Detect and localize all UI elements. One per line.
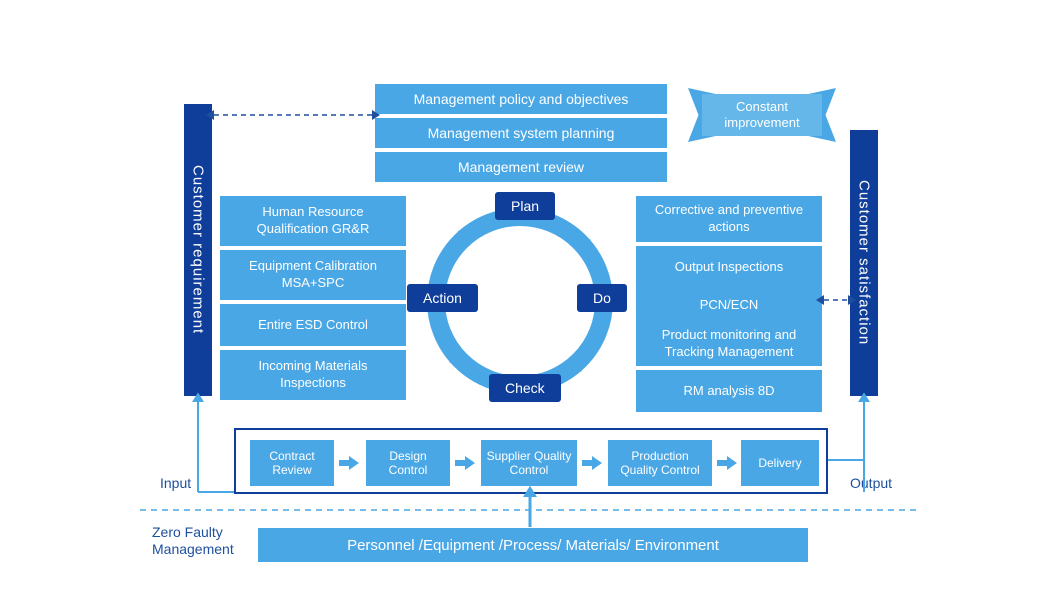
right-col-box-2: PCN/ECN: [636, 284, 822, 326]
process-step-3: Production Quality Control: [608, 440, 712, 486]
process-step-2: Supplier Quality Control: [481, 440, 577, 486]
label-output: Output: [850, 475, 892, 491]
pdca-check: Check: [489, 374, 561, 402]
pillar-left-label: Customer requirement: [190, 165, 207, 334]
left-col-box-2: Entire ESD Control: [220, 304, 406, 346]
left-col-box-3: Incoming Materials Inspections: [220, 350, 406, 400]
ribbon-line1: Constant: [736, 99, 788, 114]
management-box-1: Management system planning: [375, 118, 667, 148]
ribbon-line2: improvement: [724, 115, 799, 130]
label-input: Input: [160, 475, 191, 491]
right-col-box-1: Output Inspections: [636, 246, 822, 288]
management-box-0: Management policy and objectives: [375, 84, 667, 114]
process-step-1: Design Control: [366, 440, 450, 486]
pdca-cycle: Plan Do Check Action: [415, 196, 625, 406]
label-zero-faulty: Zero Faulty Management: [152, 524, 252, 558]
pdca-action: Action: [407, 284, 478, 312]
right-col-box-4: RM analysis 8D: [636, 370, 822, 412]
right-col-box-3: Product monitoring and Tracking Manageme…: [636, 322, 822, 366]
process-step-4: Delivery: [741, 440, 819, 486]
management-box-2: Management review: [375, 152, 667, 182]
left-col-box-0: Human Resource Qualification GR&R: [220, 196, 406, 246]
process-arrow-2: [582, 456, 602, 470]
ribbon-constant-improvement: Constant improvement: [688, 88, 836, 142]
pdca-do: Do: [577, 284, 627, 312]
zero-faulty-bar: Personnel /Equipment /Process/ Materials…: [258, 528, 808, 562]
right-col-box-0: Corrective and preventive actions: [636, 196, 822, 242]
process-step-0: Contract Review: [250, 440, 334, 486]
left-col-box-1: Equipment Calibration MSA+SPC: [220, 250, 406, 300]
pillar-customer-requirement: Customer requirement: [184, 104, 212, 396]
process-arrow-3: [717, 456, 737, 470]
process-arrow-0: [339, 456, 359, 470]
core-process-flow: Contract Review Design Control Supplier Qu…: [234, 428, 828, 494]
pillar-right-label: Customer satisfaction: [856, 180, 873, 345]
pdca-plan: Plan: [495, 192, 555, 220]
pillar-customer-satisfaction: Customer satisfaction: [850, 130, 878, 396]
process-arrow-1: [455, 456, 475, 470]
